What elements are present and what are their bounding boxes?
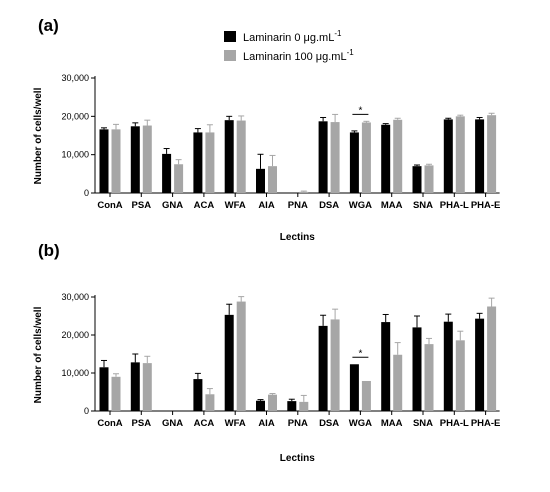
bar-aia-series-0 bbox=[256, 400, 265, 411]
bar-aia-series-0 bbox=[256, 168, 265, 193]
bar-pha-e-series-1 bbox=[487, 115, 497, 193]
significance-marker: * bbox=[358, 348, 362, 359]
bar-wga-series-0 bbox=[349, 132, 359, 193]
bar-maa-series-1 bbox=[393, 119, 403, 193]
bar-wga-series-1 bbox=[361, 380, 371, 411]
bar-aca-series-0 bbox=[193, 132, 203, 193]
bar-cona-series-1 bbox=[111, 129, 121, 193]
x-tick-label-pha-l: PHA-L bbox=[440, 200, 469, 211]
bar-pha-l-series-1 bbox=[455, 340, 465, 411]
bar-aia-series-1 bbox=[268, 394, 277, 411]
bar-sna-series-0 bbox=[412, 327, 422, 411]
x-tick-label-pna: PNA bbox=[288, 200, 308, 211]
y-axis-label: Number of cells/well bbox=[33, 306, 44, 403]
x-tick-label-sna: SNA bbox=[413, 200, 433, 211]
y-tick-label: 20,000 bbox=[61, 330, 89, 340]
x-tick-label-gna: GNA bbox=[162, 418, 183, 429]
x-tick-label-wga: WGA bbox=[349, 418, 372, 429]
bar-psa-series-1 bbox=[142, 125, 152, 193]
y-tick-label: 10,000 bbox=[61, 150, 89, 160]
bar-maa-series-0 bbox=[381, 322, 391, 411]
bar-pha-e-series-0 bbox=[475, 119, 485, 193]
bar-dsa-series-1 bbox=[330, 319, 340, 411]
bar-cona-series-0 bbox=[99, 129, 109, 193]
bar-aca-series-0 bbox=[193, 379, 203, 411]
bar-dsa-series-0 bbox=[318, 325, 328, 411]
bar-psa-series-0 bbox=[130, 126, 140, 193]
x-tick-label-psa: PSA bbox=[132, 200, 152, 211]
bar-wfa-series-0 bbox=[224, 120, 234, 193]
x-tick-label-wfa: WFA bbox=[225, 200, 246, 211]
significance-marker: * bbox=[358, 105, 362, 116]
x-tick-label-maa: MAA bbox=[381, 418, 403, 429]
x-tick-label-pha-l: PHA-L bbox=[440, 418, 469, 429]
x-tick-label-wga: WGA bbox=[349, 200, 372, 211]
x-tick-label-wfa: WFA bbox=[225, 418, 246, 429]
y-tick-label: 30,000 bbox=[61, 292, 89, 302]
bar-cona-series-1 bbox=[111, 376, 121, 411]
bar-wfa-series-1 bbox=[236, 301, 246, 411]
x-tick-label-dsa: DSA bbox=[319, 418, 339, 429]
bar-psa-series-0 bbox=[130, 362, 140, 411]
x-tick-label-aca: ACA bbox=[194, 200, 215, 211]
bar-cona-series-0 bbox=[99, 367, 109, 411]
bar-aia-series-1 bbox=[268, 166, 277, 193]
bar-pna-series-1 bbox=[299, 191, 309, 193]
bar-pha-e-series-0 bbox=[475, 318, 485, 411]
y-tick-label: 10,000 bbox=[61, 368, 89, 378]
x-tick-label-psa: PSA bbox=[132, 418, 152, 429]
y-tick-label: 20,000 bbox=[61, 111, 89, 121]
x-axis-label: Lectins bbox=[280, 232, 315, 243]
bar-aca-series-1 bbox=[205, 132, 215, 193]
y-tick-label: 0 bbox=[84, 406, 89, 416]
legend: Laminarin 0 μg.mL-1 Laminarin 100 μg.mL-… bbox=[224, 29, 354, 63]
x-tick-label-cona: ConA bbox=[97, 418, 122, 429]
x-tick-label-pha-e: PHA-E bbox=[471, 418, 501, 429]
chart-panel-a: (a) Number of cells/well 0 10,000 20,000 30,0… bbox=[33, 16, 500, 243]
bar-wga-series-1 bbox=[361, 122, 371, 193]
bar-pna-series-1 bbox=[299, 401, 309, 411]
x-tick-label-maa: MAA bbox=[381, 200, 403, 211]
bar-sna-series-1 bbox=[424, 165, 434, 193]
x-axis-label: Lectins bbox=[280, 453, 315, 464]
legend-label-series-0: Laminarin 0 μg.mL-1 bbox=[243, 29, 342, 44]
bar-sna-series-0 bbox=[412, 166, 422, 193]
legend-label-series-1: Laminarin 100 μg.mL-1 bbox=[243, 48, 354, 63]
x-tick-label-aia: AIA bbox=[258, 418, 275, 429]
bar-aca-series-1 bbox=[205, 394, 215, 411]
y-axis-label: Number of cells/well bbox=[33, 87, 44, 184]
x-tick-label-gna: GNA bbox=[162, 200, 183, 211]
panel-label: (a) bbox=[38, 16, 59, 35]
bar-dsa-series-1 bbox=[330, 122, 340, 193]
bar-psa-series-1 bbox=[142, 363, 152, 411]
bar-gna-series-1 bbox=[174, 164, 184, 193]
legend-swatch-series-0 bbox=[224, 31, 236, 42]
bar-pna-series-0 bbox=[287, 401, 297, 411]
bar-pha-l-series-0 bbox=[443, 321, 453, 411]
bar-dsa-series-0 bbox=[318, 121, 328, 193]
x-tick-label-cona: ConA bbox=[97, 200, 122, 211]
bar-pha-e-series-1 bbox=[487, 306, 497, 411]
x-tick-label-pha-e: PHA-E bbox=[471, 200, 501, 211]
bar-maa-series-0 bbox=[381, 124, 391, 193]
x-tick-label-sna: SNA bbox=[413, 418, 433, 429]
y-tick-label: 30,000 bbox=[61, 73, 89, 83]
bar-gna-series-0 bbox=[162, 153, 172, 193]
chart-panel-b: (b) Number of cells/well 0 10,000 20,000 30,0… bbox=[33, 241, 500, 464]
y-tick-label: 0 bbox=[84, 188, 89, 198]
legend-swatch-series-1 bbox=[224, 50, 236, 61]
bar-wga-series-0 bbox=[349, 364, 359, 411]
x-tick-label-aia: AIA bbox=[258, 200, 275, 211]
bar-pha-l-series-1 bbox=[455, 116, 465, 193]
x-tick-label-dsa: DSA bbox=[319, 200, 339, 211]
bar-pha-l-series-0 bbox=[443, 119, 453, 193]
bar-sna-series-1 bbox=[424, 344, 434, 411]
bar-wfa-series-0 bbox=[224, 314, 234, 411]
x-tick-label-pna: PNA bbox=[288, 418, 308, 429]
bar-maa-series-1 bbox=[393, 354, 403, 411]
panel-label: (b) bbox=[38, 241, 60, 260]
bar-wfa-series-1 bbox=[236, 120, 246, 193]
x-tick-label-aca: ACA bbox=[194, 418, 215, 429]
